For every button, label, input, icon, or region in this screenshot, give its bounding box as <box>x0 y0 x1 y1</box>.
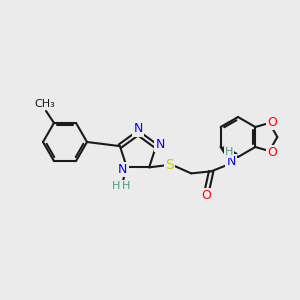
Text: CH₃: CH₃ <box>34 99 56 109</box>
Text: O: O <box>267 146 277 158</box>
Text: N: N <box>118 163 128 176</box>
Text: N: N <box>133 122 143 136</box>
Text: H: H <box>225 147 233 158</box>
Text: N: N <box>155 138 165 151</box>
Text: N: N <box>226 155 236 168</box>
Text: S: S <box>165 158 173 172</box>
Text: O: O <box>267 116 277 128</box>
Text: H: H <box>122 182 130 191</box>
Text: H: H <box>112 182 120 191</box>
Text: O: O <box>201 189 211 202</box>
